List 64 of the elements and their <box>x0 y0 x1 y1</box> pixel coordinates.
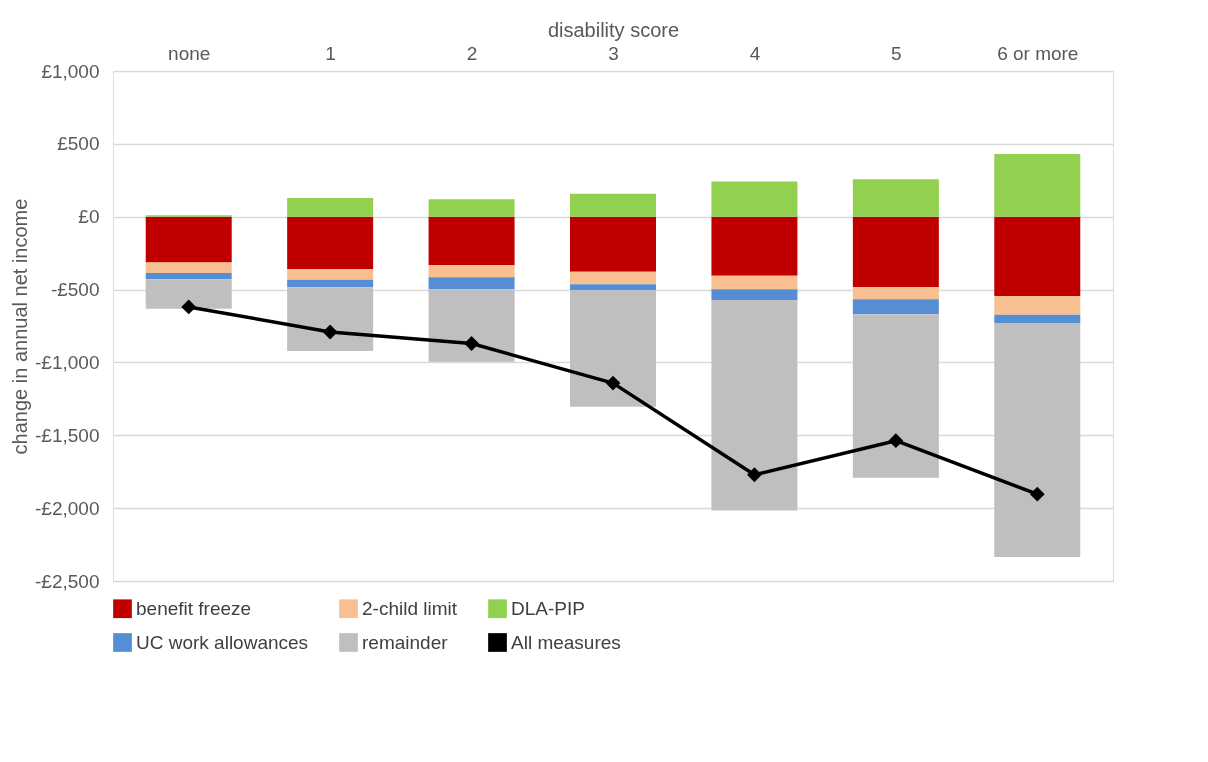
legend-label: DLA-PIP <box>511 597 585 619</box>
legend-label: All measures <box>511 631 621 653</box>
point <box>464 336 479 351</box>
bar <box>287 287 374 352</box>
point <box>605 375 621 391</box>
bar <box>994 322 1081 557</box>
bar <box>994 314 1081 323</box>
y-tick-label: -£2,000 <box>35 497 100 519</box>
bar <box>711 275 798 290</box>
bar <box>852 299 939 315</box>
bar <box>994 216 1081 297</box>
x-tick-label: 4 <box>749 42 761 64</box>
point <box>181 299 197 315</box>
point <box>1029 486 1045 502</box>
bar <box>287 269 374 280</box>
bar <box>428 277 515 290</box>
bar <box>852 286 939 300</box>
y-tick-label: £1,000 <box>41 60 100 82</box>
x-tick-label: 2 <box>466 42 478 64</box>
legend-label: UC work allowances <box>136 631 309 653</box>
point <box>888 433 904 449</box>
bar <box>994 153 1081 217</box>
bar <box>852 314 939 478</box>
y-tick-label: -£1,500 <box>35 424 100 446</box>
bar <box>570 290 656 407</box>
y-tick-label: -£500 <box>50 279 100 301</box>
legend-label: 2-child limit <box>362 597 458 619</box>
bar <box>428 265 515 278</box>
bar <box>570 193 656 217</box>
bar <box>711 216 798 276</box>
bar <box>287 279 374 288</box>
x-tick-label: 1 <box>325 42 336 64</box>
point <box>322 324 338 340</box>
bar <box>145 279 232 309</box>
bar <box>287 216 374 270</box>
y-tick-label: £500 <box>57 133 100 155</box>
y-tick-label: -£1,000 <box>35 351 100 373</box>
bar <box>570 284 656 291</box>
y-tick-label: £0 <box>78 206 100 228</box>
bar <box>145 273 232 280</box>
bar <box>287 198 374 217</box>
y-axis-title: change in annual net income <box>9 198 32 455</box>
bar <box>852 216 939 287</box>
legend-label: benefit freeze <box>136 597 252 619</box>
bar <box>711 181 798 217</box>
bar <box>145 216 232 263</box>
bar <box>852 179 939 217</box>
bar <box>570 216 656 272</box>
x-tick-label: 3 <box>608 42 619 64</box>
bar <box>570 271 656 285</box>
x-tick-label: 6 or more <box>997 42 1079 64</box>
bar <box>428 289 515 362</box>
bar <box>994 296 1081 315</box>
point <box>747 467 762 483</box>
x-tick-label: none <box>168 42 211 64</box>
bar <box>711 289 798 300</box>
bar <box>428 199 515 217</box>
y-tick-label: -£2,500 <box>35 570 100 592</box>
x-axis-title: disability score <box>547 18 680 41</box>
bar <box>711 299 798 511</box>
bar <box>145 262 232 274</box>
x-tick-label: 5 <box>891 42 902 64</box>
bar <box>428 216 515 266</box>
legend-label: remainder <box>362 631 449 653</box>
